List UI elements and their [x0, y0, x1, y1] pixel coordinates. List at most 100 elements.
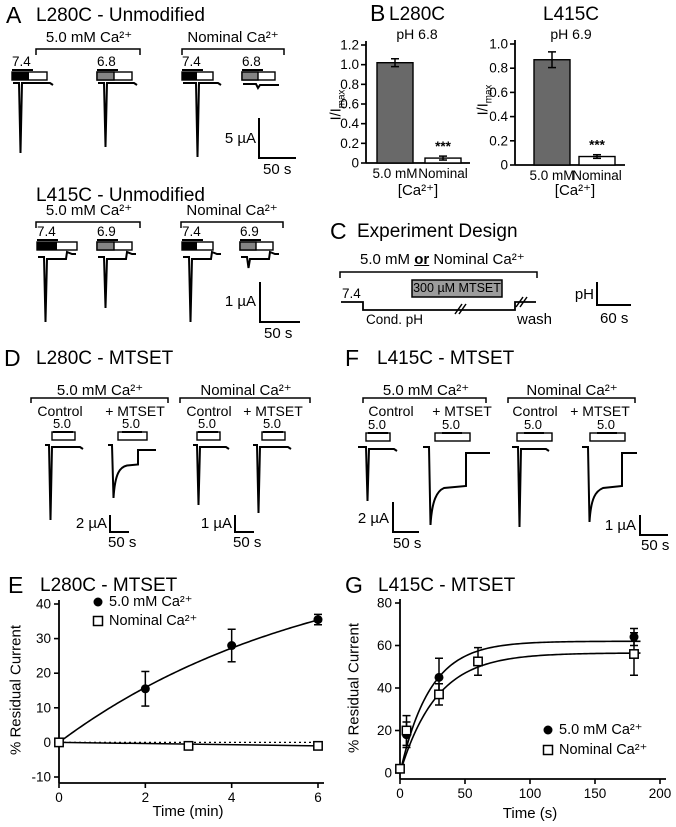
scale-amplitude: 1 µA	[200, 515, 232, 532]
svg-text:Nominal: Nominal	[418, 166, 468, 181]
svg-text:0.2: 0.2	[340, 136, 359, 151]
panel-g-label: G	[345, 572, 363, 598]
svg-text:40: 40	[377, 681, 392, 696]
panel-d: D L280C - MTSET 5.0 mM Ca²⁺ Nominal Ca²⁺…	[0, 345, 340, 570]
svg-text:-10: -10	[31, 770, 51, 785]
y-axis-label: % Residual Current	[345, 622, 363, 754]
svg-text:0.8: 0.8	[489, 61, 508, 76]
bath-ph-label: 5.0	[596, 417, 618, 434]
bath-ph-label: 5.0	[262, 416, 284, 433]
panel-c-label: C	[330, 218, 347, 244]
bath-ph-label: 5.0	[197, 416, 219, 433]
svg-text:6: 6	[314, 790, 322, 805]
scale-amplitude: 2 µA	[75, 515, 107, 532]
svg-text:0: 0	[500, 158, 508, 173]
panel-d-label: D	[4, 345, 21, 371]
panel-b-bar-charts: 0 0.2 0.4 0.6 0.8 1.0 1.2 5.0 mM *** Nominal 0 0.2 0…	[340, 37, 625, 183]
scale-time: 60 s	[600, 310, 629, 327]
group-header: Nominal Ca²⁺	[200, 382, 292, 399]
svg-text:30: 30	[36, 631, 51, 646]
svg-text:10: 10	[36, 700, 51, 715]
ph-label: 6.9	[240, 224, 261, 242]
panel-a-label: A	[6, 2, 22, 28]
svg-text:0: 0	[43, 735, 51, 750]
conditioning-ph-label: Cond. pH	[366, 312, 424, 327]
condition-label: Control	[512, 403, 558, 419]
y-axis-label: I/Imax	[475, 84, 495, 116]
panel-e: -10 0 10 20 30 40 0 2 4 6 E L280C - MTSET 5.0 mM …	[0, 570, 340, 827]
ph-label: 6.8	[97, 54, 118, 72]
svg-text:80: 80	[377, 596, 392, 611]
svg-text:0: 0	[384, 766, 392, 781]
group-header: 5.0 mM Ca²⁺	[56, 382, 144, 399]
legend-label: 5.0 mM Ca²⁺	[109, 594, 193, 610]
svg-text:100: 100	[519, 786, 542, 801]
condition-label: + MTSET	[105, 403, 165, 419]
group-header: 5.0 mM Ca²⁺	[382, 382, 470, 399]
legend-label: Nominal Ca²⁺	[559, 742, 648, 758]
bar-chart-title: L280C	[389, 4, 445, 25]
circle-filled-marker-icon	[93, 597, 103, 607]
y-axis-label: % Residual Current	[7, 624, 25, 756]
panel-b-label: B	[370, 0, 386, 26]
panel-b: 0 0.2 0.4 0.6 0.8 1.0 1.2 5.0 mM *** Nominal 0 0.2 0…	[325, 0, 676, 205]
scale-ph: pH	[574, 286, 594, 303]
ph-start-label: 7.4	[342, 286, 361, 301]
svg-text:20: 20	[377, 723, 392, 738]
scale-time: 50 s	[233, 534, 262, 551]
bar-chart-title: L415C	[543, 4, 599, 25]
scale-time: 50 s	[264, 325, 293, 342]
svg-text:0: 0	[396, 786, 404, 801]
svg-text:0.4: 0.4	[340, 116, 359, 131]
square-open-marker-icon	[542, 744, 554, 756]
bath-ph-label: 5.0	[121, 416, 143, 433]
mtset-box-label: 300 µM MTSET	[413, 281, 501, 295]
scale-amplitude: 5 µA	[224, 130, 256, 147]
svg-text:50: 50	[457, 786, 472, 801]
svg-text:2: 2	[142, 790, 150, 805]
legend-label: 5.0 mM Ca²⁺	[559, 722, 643, 738]
svg-text:40: 40	[36, 597, 51, 612]
group-header: 5.0 mM Ca²⁺	[45, 29, 133, 46]
panel-a-title-2: L415C - Unmodified	[36, 185, 205, 206]
panel-e-plot: -10 0 10 20 30 40 0 2 4 6	[31, 597, 324, 805]
svg-text:0: 0	[55, 790, 63, 805]
svg-text:0.4: 0.4	[489, 109, 508, 124]
ph-label: 7.4	[12, 54, 33, 72]
scale-time: 50 s	[641, 537, 670, 554]
wash-label: wash	[517, 311, 553, 328]
panel-g: 0 20 40 60 80 0 50 100 150 200 G L415C - MTSET 5.…	[340, 570, 676, 827]
svg-text:***: ***	[435, 139, 452, 154]
svg-text:0.6: 0.6	[489, 85, 508, 100]
scale-time: 50 s	[393, 535, 422, 552]
bath-ph-label: 5.0	[523, 417, 545, 434]
ph-label: 7.4	[182, 54, 203, 72]
x-axis-label: Time (s)	[502, 805, 558, 822]
ph-label: 6.8	[242, 54, 263, 72]
group-header: Nominal Ca²⁺	[187, 29, 279, 46]
ph-label: 7.4	[37, 224, 58, 242]
panel-c: C Experiment Design 5.0 mM or Nominal Ca…	[330, 200, 676, 345]
legend-item: 5.0 mM Ca²⁺	[92, 594, 192, 610]
panel-c-schematic-art	[339, 271, 631, 315]
ph-label: 7.4	[182, 224, 203, 242]
svg-text:0.2: 0.2	[489, 133, 508, 148]
panel-a-trace-art	[11, 48, 300, 323]
panel-f-title: L415C - MTSET	[377, 348, 515, 369]
condition-label: + MTSET	[570, 403, 630, 419]
svg-text:1.0: 1.0	[340, 57, 359, 72]
svg-text:60: 60	[377, 638, 392, 653]
svg-text:Nominal: Nominal	[572, 168, 622, 183]
panel-a: A L280C - Unmodified 5.0 mM Ca²⁺ Nominal…	[0, 0, 340, 345]
x-axis-label: [Ca²⁺]	[397, 182, 439, 199]
svg-text:5.0 mM: 5.0 mM	[529, 168, 574, 183]
condition-label: + MTSET	[243, 403, 303, 419]
group-header: 5.0 mM Ca²⁺	[45, 202, 133, 219]
svg-text:150: 150	[584, 786, 607, 801]
svg-text:0: 0	[351, 156, 359, 171]
condition-label: Control	[368, 403, 414, 419]
scale-time: 50 s	[108, 534, 137, 551]
circle-filled-marker-icon	[543, 725, 553, 735]
legend-item: Nominal Ca²⁺	[92, 613, 197, 629]
group-header: Nominal Ca²⁺	[526, 382, 618, 399]
